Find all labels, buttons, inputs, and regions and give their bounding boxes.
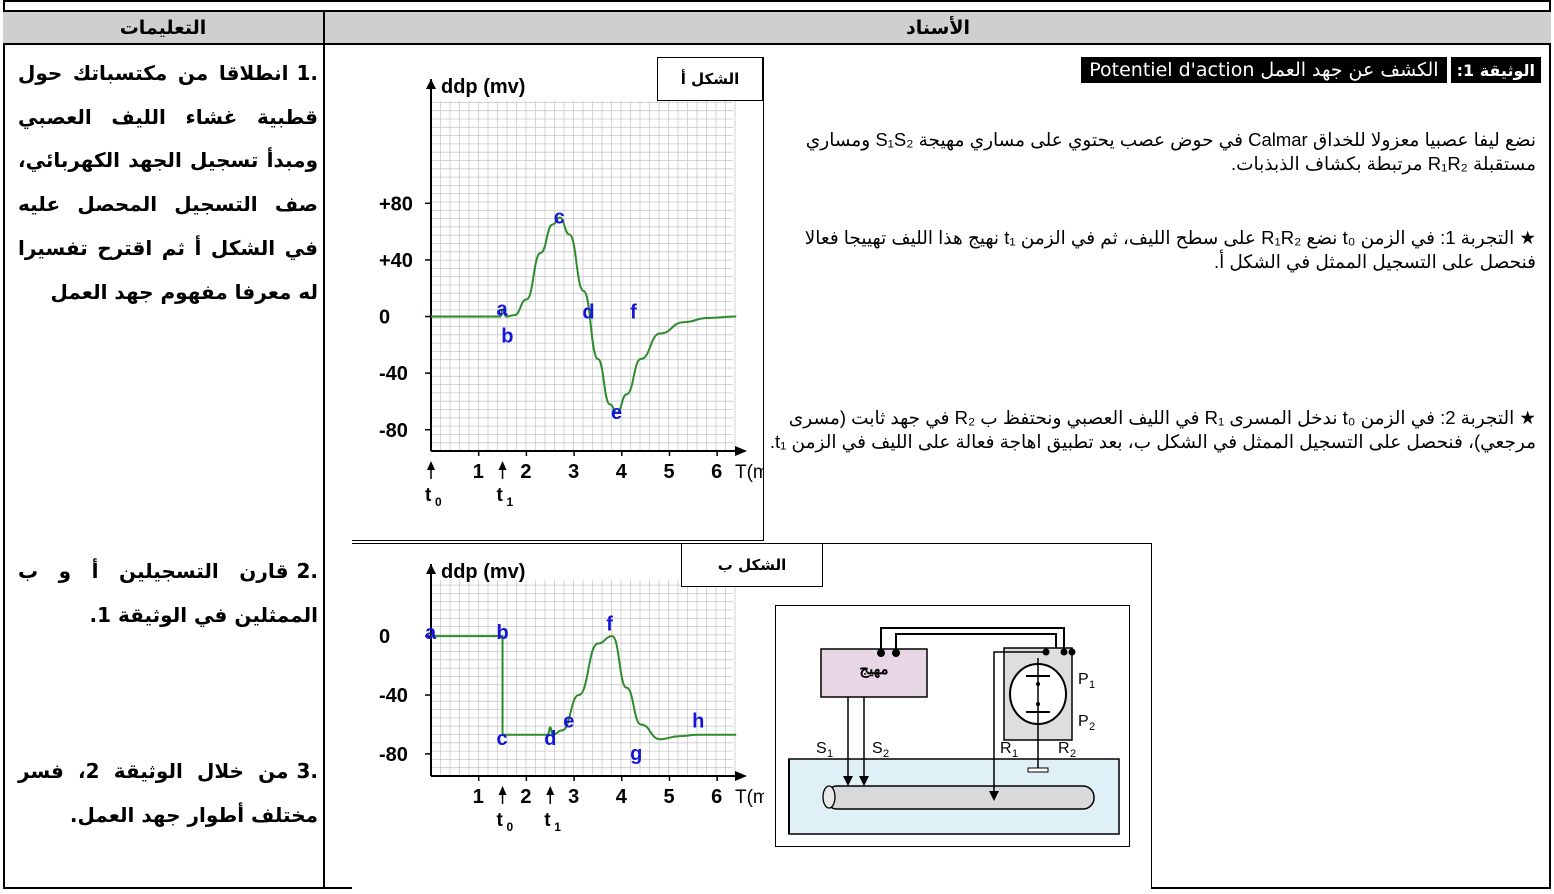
point-label-f: f bbox=[606, 613, 613, 635]
x-axis-label: T(ms) bbox=[735, 787, 764, 808]
x-tick-label: 5 bbox=[663, 461, 674, 483]
marker-subscript: 1 bbox=[507, 495, 514, 509]
point-label-b: b bbox=[501, 325, 513, 347]
marker-arrowhead bbox=[498, 461, 507, 470]
x-tick-label: 3 bbox=[568, 461, 579, 483]
point-label-c: c bbox=[554, 206, 565, 228]
x-axis-arrow bbox=[735, 771, 747, 781]
x-axis-label: T(ms) bbox=[735, 462, 764, 483]
point-label-a: a bbox=[425, 622, 437, 644]
nerve-fiber bbox=[825, 785, 1095, 810]
marker-arrowhead bbox=[546, 786, 555, 795]
document-badge: الوثيقة 1: bbox=[1450, 57, 1541, 83]
top-border bbox=[3, 10, 1551, 12]
series-line bbox=[431, 216, 737, 414]
point-label-e: e bbox=[563, 711, 574, 733]
x-tick-label: 6 bbox=[711, 786, 722, 808]
svg-text:1: 1 bbox=[1012, 748, 1018, 760]
point-label-g: g bbox=[630, 743, 642, 765]
y-tick-label: -40 bbox=[379, 685, 408, 707]
question-number: .2 bbox=[296, 559, 318, 583]
figure-a-tag: الشكل أ bbox=[657, 57, 763, 101]
y-axis-arrow bbox=[426, 564, 436, 574]
stimulator-box bbox=[820, 648, 928, 698]
svg-text:1: 1 bbox=[1089, 679, 1095, 691]
y-tick-label: +80 bbox=[379, 193, 413, 215]
y-tick-label: +40 bbox=[379, 250, 413, 272]
x-tick-label: 3 bbox=[568, 786, 579, 808]
marker-subscript: 1 bbox=[554, 820, 561, 834]
marker-label: t bbox=[497, 810, 504, 831]
label-p1: P bbox=[1078, 671, 1089, 688]
question-2: .2قارن التسجيلين أ و ب الممثلين في الوثي… bbox=[18, 550, 318, 637]
x-tick-label: 2 bbox=[520, 461, 531, 483]
experiment-2-text: ★ التجربة 2: في الزمن t₀ ندخل المسرى R₁ … bbox=[769, 407, 1536, 452]
x-axis-arrow bbox=[735, 446, 747, 456]
svg-text:2: 2 bbox=[883, 748, 889, 760]
x-tick-label: 2 bbox=[520, 786, 531, 808]
label-s2: S bbox=[872, 740, 883, 757]
figure-a-panel: ddp (mv)+80+400-40-80123456T(ms)t0t1abcd… bbox=[352, 57, 785, 541]
point-label-a: a bbox=[497, 298, 509, 320]
point-label-e: e bbox=[611, 402, 622, 424]
y-tick-label: -80 bbox=[379, 744, 408, 766]
intro-text: نضع ليفا عصبيا معزولا للخداق Calmar في ح… bbox=[805, 129, 1536, 174]
y-axis-label: ddp (mv) bbox=[441, 561, 525, 583]
question-text: انطلاقا من مكتسباتك حول قطبية غشاء الليف… bbox=[18, 61, 318, 304]
marker-subscript: 0 bbox=[507, 820, 514, 834]
figure-b-tag: الشكل ب bbox=[681, 543, 823, 587]
question-number: .3 bbox=[296, 759, 318, 783]
document-heading: الكشف عن جهد العمل Potentiel d'action bbox=[1081, 57, 1447, 83]
label-r1: R bbox=[1000, 740, 1012, 757]
x-tick-label: 6 bbox=[711, 461, 722, 483]
point-label-h: h bbox=[692, 711, 704, 733]
svg-text:1: 1 bbox=[827, 748, 833, 760]
x-tick-label: 1 bbox=[473, 461, 484, 483]
x-tick-label: 5 bbox=[663, 786, 674, 808]
marker-label: t bbox=[497, 485, 504, 506]
point-label-d: d bbox=[544, 728, 556, 750]
x-tick-label: 4 bbox=[616, 461, 628, 483]
document-title: الوثيقة 1: الكشف عن جهد العمل Potentiel … bbox=[1081, 57, 1541, 83]
question-text: من خلال الوثيقة 2، فسر مختلف أطوار جهد ا… bbox=[18, 759, 318, 827]
point-label-c: c bbox=[497, 728, 508, 750]
point-label-d: d bbox=[582, 301, 594, 323]
question-text: قارن التسجيلين أ و ب الممثلين في الوثيقة… bbox=[18, 559, 318, 627]
series-line bbox=[430, 635, 737, 741]
label-r2: R bbox=[1058, 740, 1070, 757]
header-instructions: التعليمات bbox=[3, 12, 325, 45]
point-label-b: b bbox=[497, 622, 509, 644]
label-s1: S bbox=[816, 740, 827, 757]
y-axis-label: ddp (mv) bbox=[441, 76, 525, 98]
svg-text:2: 2 bbox=[1089, 721, 1095, 733]
marker-subscript: 0 bbox=[435, 495, 442, 509]
y-axis-arrow bbox=[426, 79, 436, 89]
marker-arrowhead bbox=[427, 461, 435, 470]
marker-arrowhead bbox=[498, 786, 507, 795]
y-tick-label: 0 bbox=[379, 307, 390, 329]
stimulator-label: مهيج bbox=[859, 661, 888, 678]
question-number: .1 bbox=[296, 61, 318, 85]
x-tick-label: 4 bbox=[616, 786, 628, 808]
header-asnad: الأسناد bbox=[325, 12, 1551, 45]
svg-text:2: 2 bbox=[1070, 748, 1076, 760]
x-tick-label: 1 bbox=[473, 786, 484, 808]
experiment-1-text: ★ التجربة 1: في الزمن t₀ نضع R₁R₂ على سط… bbox=[804, 227, 1536, 272]
figure-a-chart: ddp (mv)+80+400-40-80123456T(ms)t0t1abcd… bbox=[379, 76, 785, 509]
column-divider bbox=[323, 12, 325, 889]
y-tick-label: -80 bbox=[379, 420, 408, 442]
y-tick-label: 0 bbox=[379, 626, 390, 648]
label-p2: P bbox=[1078, 713, 1089, 730]
marker-label: t bbox=[425, 485, 432, 506]
y-tick-label: -40 bbox=[379, 363, 408, 385]
point-label-f: f bbox=[630, 301, 637, 323]
question-3: .3من خلال الوثيقة 2، فسر مختلف أطوار جهد… bbox=[18, 750, 318, 837]
question-1: .1انطلاقا من مكتسباتك حول قطبية غشاء الل… bbox=[18, 52, 318, 314]
marker-label: t bbox=[544, 810, 551, 831]
